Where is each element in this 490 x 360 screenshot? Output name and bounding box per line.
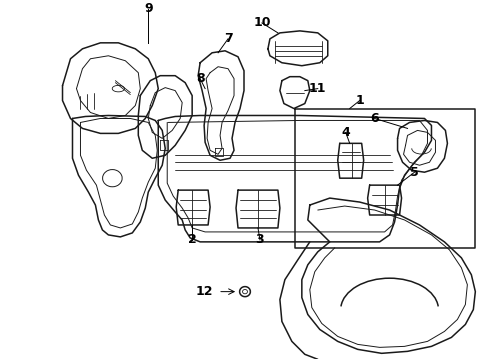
Text: 5: 5 xyxy=(410,166,419,179)
Text: 3: 3 xyxy=(256,233,264,246)
Text: 2: 2 xyxy=(188,233,196,246)
Text: 12: 12 xyxy=(196,285,213,298)
Text: 11: 11 xyxy=(309,82,326,95)
Text: 8: 8 xyxy=(196,72,204,85)
Text: 4: 4 xyxy=(342,126,350,139)
Text: 10: 10 xyxy=(253,17,270,30)
Text: 6: 6 xyxy=(370,112,379,125)
Text: 9: 9 xyxy=(144,3,152,15)
Text: 1: 1 xyxy=(355,94,364,107)
Text: 7: 7 xyxy=(223,32,232,45)
